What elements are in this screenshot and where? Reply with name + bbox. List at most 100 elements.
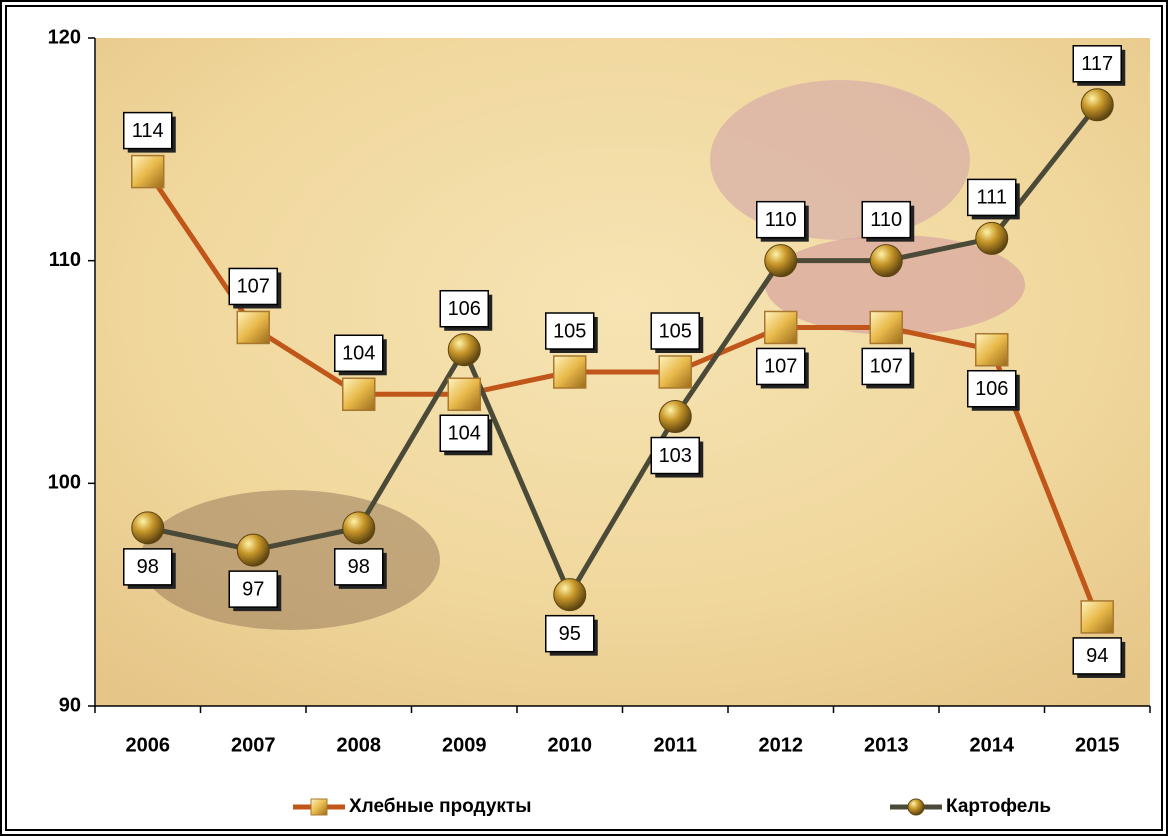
data-label-text: 110: [870, 209, 902, 231]
data-label-box: [650, 436, 700, 475]
x-tick-label: 2014: [970, 734, 1015, 756]
data-label-text: 104: [448, 423, 481, 445]
data-label-box: [439, 414, 489, 453]
marker-circle: [236, 533, 270, 567]
data-label: 105: [650, 312, 704, 353]
data-label-text: 114: [132, 120, 164, 142]
data-label-box: [967, 369, 1017, 408]
data-label-text: 105: [659, 320, 692, 342]
marker-circle: [869, 244, 903, 278]
marker-circle: [1080, 88, 1114, 122]
data-label: 110: [861, 200, 915, 242]
inner-frame: [5, 5, 1163, 831]
data-label-box: [228, 267, 278, 306]
data-label-box: [334, 334, 384, 373]
data-label: 110: [756, 200, 809, 242]
data-label: 111: [967, 178, 1020, 220]
x-tick-label: 2009: [442, 734, 487, 756]
marker-circle: [553, 578, 587, 612]
data-label-text: 97: [242, 578, 264, 600]
data-label-text: 98: [137, 556, 159, 578]
data-label-text: 106: [975, 378, 1008, 400]
data-label-text: 110: [765, 209, 797, 231]
data-label-box: [123, 548, 173, 586]
data-label: 114: [123, 111, 176, 153]
data-label-text: 106: [448, 298, 481, 320]
y-tick-label: 120: [48, 26, 81, 48]
x-tick-label: 2007: [231, 734, 276, 756]
marker-square: [447, 377, 481, 412]
legend-marker: [907, 798, 925, 816]
data-label: 105: [545, 312, 598, 353]
x-tick-label: 2011: [654, 734, 697, 756]
data-label-box: [756, 347, 806, 386]
marker-square: [236, 310, 270, 345]
series-line: [145, 170, 1100, 618]
data-label: 94: [1072, 637, 1126, 678]
data-label-box: [861, 200, 911, 239]
marker-circle: [131, 511, 165, 545]
data-label: 107: [228, 267, 282, 309]
data-label-box: [545, 312, 595, 350]
x-tick-label: 2013: [864, 734, 909, 756]
decor-bread: [140, 490, 440, 630]
data-label-text: 105: [553, 320, 586, 342]
marker-square: [342, 377, 376, 412]
data-label-text: 107: [870, 356, 903, 378]
data-label: 98: [123, 548, 176, 589]
data-label-box: [545, 614, 595, 653]
x-tick-label: 2006: [126, 734, 171, 756]
marker-square: [658, 355, 692, 389]
data-label: 104: [334, 334, 387, 376]
marker-circle: [658, 400, 692, 434]
data-label-text: 111: [977, 187, 1007, 209]
marker-square: [1080, 600, 1114, 634]
data-label: 107: [756, 347, 809, 389]
data-label-text: 103: [659, 445, 692, 467]
data-label: 98: [334, 548, 387, 589]
legend-marker: [310, 798, 328, 816]
data-label-box: [967, 178, 1017, 217]
marker-square: [764, 310, 798, 345]
data-label: 106: [439, 289, 493, 331]
data-label: 97: [228, 570, 282, 612]
legend-label: Хлебные продукты: [349, 796, 531, 817]
data-label-text: 95: [559, 623, 581, 645]
marker-circle: [342, 511, 376, 545]
legend-label: Картофель: [946, 796, 1051, 817]
data-label-box: [1072, 45, 1122, 83]
marker-square: [975, 332, 1009, 367]
data-label-box: [123, 111, 173, 150]
data-label-text: 98: [348, 556, 370, 578]
data-label-text: 107: [764, 356, 797, 378]
data-label: 104: [439, 414, 493, 456]
marker-square: [553, 355, 587, 389]
data-label-text: 117: [1081, 53, 1113, 75]
marker-circle: [975, 221, 1009, 255]
data-label-text: 104: [342, 343, 375, 365]
x-tick-label: 2010: [548, 734, 593, 756]
data-label-box: [650, 312, 700, 350]
x-tick-label: 2015: [1075, 734, 1120, 756]
y-tick-label: 90: [59, 694, 81, 716]
y-tick-label: 100: [48, 472, 81, 494]
decor-potato: [710, 80, 970, 240]
x-tick-label: 2012: [759, 734, 804, 756]
data-label-text: 94: [1086, 645, 1108, 667]
data-label: 106: [967, 369, 1020, 411]
marker-circle: [764, 244, 798, 278]
marker-circle: [447, 333, 481, 367]
data-label: 117: [1072, 45, 1126, 86]
marker-square: [131, 154, 165, 189]
data-label: 103: [650, 436, 704, 478]
data-label-box: [756, 200, 806, 239]
x-tick-label: 2008: [337, 734, 382, 756]
marker-square: [869, 310, 903, 345]
series-line: [147, 103, 1100, 598]
y-tick-label: 110: [49, 249, 81, 271]
data-label-box: [228, 570, 278, 608]
data-label: 107: [861, 347, 915, 389]
data-label-box: [1072, 637, 1122, 675]
